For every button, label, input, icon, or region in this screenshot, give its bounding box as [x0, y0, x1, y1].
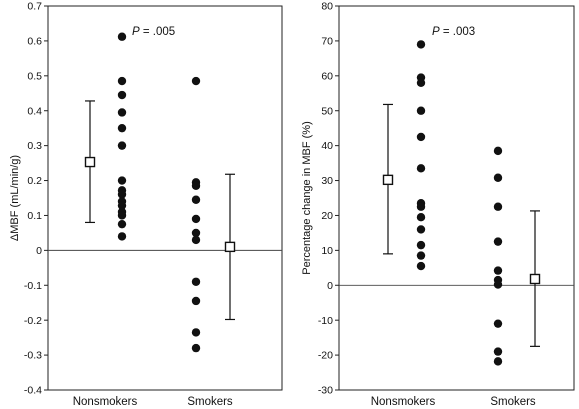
left-data-points: [117, 32, 201, 353]
left-y-tick-label: 0.6: [27, 36, 42, 48]
left-y-tick-label: 0.2: [27, 175, 42, 187]
right-plot-frame: [338, 5, 575, 391]
right-p-value-label: P = .003: [432, 26, 475, 38]
left-data-point-smokers: [191, 328, 201, 337]
left-data-point-nonsmokers: [117, 176, 127, 185]
right-y-tick-label: -20: [318, 350, 333, 362]
right-category-label-smokers: Smokers: [490, 396, 536, 408]
right-data-point-nonsmokers: [416, 202, 426, 211]
left-data-point-smokers: [191, 235, 201, 245]
right-data-point-smokers: [493, 237, 503, 246]
left-y-tick-label: -0.1: [24, 280, 42, 292]
right-y-tick-label: 30: [321, 175, 333, 187]
left-y-ticks: -0.4 -0.3 -0.2 -0.1 0 0.1 0.2 0.3 0.4 0.5 0.6 0.7: [24, 1, 48, 397]
left-data-point-smokers: [191, 343, 201, 353]
right-data-point-nonsmokers: [416, 78, 426, 88]
left-data-point-smokers: [191, 195, 201, 204]
right-y-tick-label: 60: [321, 70, 333, 82]
left-plot-frame: [47, 5, 283, 391]
right-data-point-smokers: [493, 266, 503, 275]
left-data-point-smokers: [191, 228, 201, 238]
left-data-point-nonsmokers: [117, 201, 127, 210]
right-y-tick-label: 70: [321, 36, 333, 48]
left-data-point-smokers: [191, 76, 201, 86]
left-data-point-smokers: [191, 296, 201, 306]
left-data-point-nonsmokers: [117, 232, 127, 241]
left-data-point-nonsmokers: [117, 90, 127, 100]
left-data-point-nonsmokers: [117, 219, 127, 229]
right-y-tick-label: 40: [321, 140, 333, 152]
right-data-point-nonsmokers: [416, 240, 426, 250]
left-p-symbol: P: [132, 26, 140, 38]
right-data-point-nonsmokers: [416, 132, 426, 142]
left-data-point-smokers: [191, 181, 201, 190]
left-y-tick-label: 0.5: [27, 70, 42, 82]
left-p-value: = .005: [140, 26, 176, 38]
left-data-point-smokers: [191, 277, 201, 286]
right-panel: -30 -20 -10 0 10 20 30 40 50 60 70 80 Nonsmokers Sm…: [301, 1, 575, 408]
right-y-tick-label: 20: [321, 210, 333, 222]
left-error-bars: [85, 100, 235, 321]
left-y-tick-label: 0.7: [27, 1, 42, 13]
left-y-tick-label: 0.3: [27, 140, 42, 152]
left-mean-markers: [84, 156, 236, 253]
right-p-value: = .003: [440, 26, 476, 38]
right-data-point-smokers: [493, 347, 503, 356]
left-panel: -0.4 -0.3 -0.2 -0.1 0 0.1 0.2 0.3 0.4 0.5 0.6 0.7 N…: [9, 1, 283, 408]
left-p-value-label: P = .005: [132, 26, 175, 38]
right-data-point-smokers: [493, 280, 503, 289]
right-data-point-nonsmokers: [416, 106, 426, 115]
right-data-points: [416, 40, 503, 366]
right-data-point-smokers: [493, 357, 503, 366]
left-data-point-smokers: [191, 214, 201, 224]
left-data-point-nonsmokers: [117, 123, 127, 133]
left-data-point-nonsmokers: [117, 108, 127, 117]
left-mean-marker-smokers: [224, 241, 236, 253]
left-y-tick-label: -0.2: [24, 315, 42, 327]
right-category-label-nonsmokers: Nonsmokers: [371, 396, 436, 408]
right-y-ticks: -30 -20 -10 0 10 20 30 40 50 60 70 80: [318, 1, 339, 397]
right-data-point-nonsmokers: [416, 251, 426, 260]
right-mean-marker-nonsmokers: [382, 174, 394, 186]
right-y-tick-label: -10: [318, 315, 333, 327]
left-y-tick-label: 0.4: [27, 105, 42, 117]
right-y-tick-label: 10: [321, 245, 333, 257]
left-data-point-nonsmokers: [117, 76, 127, 86]
right-data-point-nonsmokers: [416, 261, 426, 271]
right-data-point-nonsmokers: [416, 225, 426, 234]
right-data-point-smokers: [493, 202, 503, 211]
right-data-point-nonsmokers: [416, 164, 426, 173]
right-y-tick-label: 0: [327, 280, 333, 292]
left-y-tick-label: -0.3: [24, 350, 42, 362]
right-y-tick-label: 50: [321, 105, 333, 117]
left-data-point-nonsmokers: [117, 190, 127, 199]
right-data-point-smokers: [493, 173, 503, 182]
right-error-bars: [383, 103, 540, 347]
left-y-axis-title: ΔMBF (mL/min/g): [9, 155, 21, 241]
left-y-tick-label: 0: [36, 245, 42, 257]
right-y-tick-label: 80: [321, 1, 333, 13]
right-mean-markers: [382, 174, 541, 285]
right-data-point-nonsmokers: [416, 213, 426, 222]
left-data-point-nonsmokers: [117, 32, 127, 41]
right-data-point-smokers: [493, 319, 503, 328]
left-mean-marker-nonsmokers: [84, 156, 96, 168]
right-y-axis-title: Percentage change in MBF (%): [301, 121, 313, 274]
right-mean-marker-smokers: [529, 273, 541, 285]
right-y-tick-label: -30: [318, 385, 333, 397]
right-p-symbol: P: [432, 26, 440, 38]
left-y-tick-label: 0.1: [27, 210, 42, 222]
right-data-point-smokers: [493, 146, 503, 156]
left-category-label-smokers: Smokers: [187, 396, 233, 408]
right-data-point-nonsmokers: [416, 40, 426, 49]
left-y-tick-label: -0.4: [24, 385, 42, 397]
left-data-point-nonsmokers: [117, 211, 127, 220]
left-data-point-nonsmokers: [117, 141, 127, 150]
left-category-label-nonsmokers: Nonsmokers: [73, 396, 138, 408]
